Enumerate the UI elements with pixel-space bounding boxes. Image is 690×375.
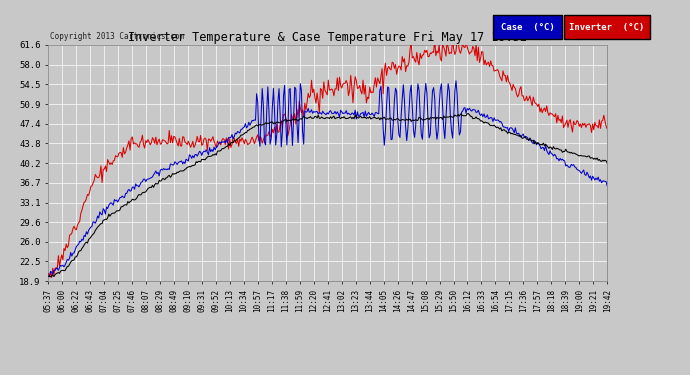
Text: Case  (°C): Case (°C) xyxy=(501,22,555,32)
Title: Inverter Temperature & Case Temperature Fri May 17 19:52: Inverter Temperature & Case Temperature … xyxy=(128,31,527,44)
Text: Inverter  (°C): Inverter (°C) xyxy=(569,22,644,32)
Text: Copyright 2013 Cartronics.com: Copyright 2013 Cartronics.com xyxy=(50,32,184,41)
